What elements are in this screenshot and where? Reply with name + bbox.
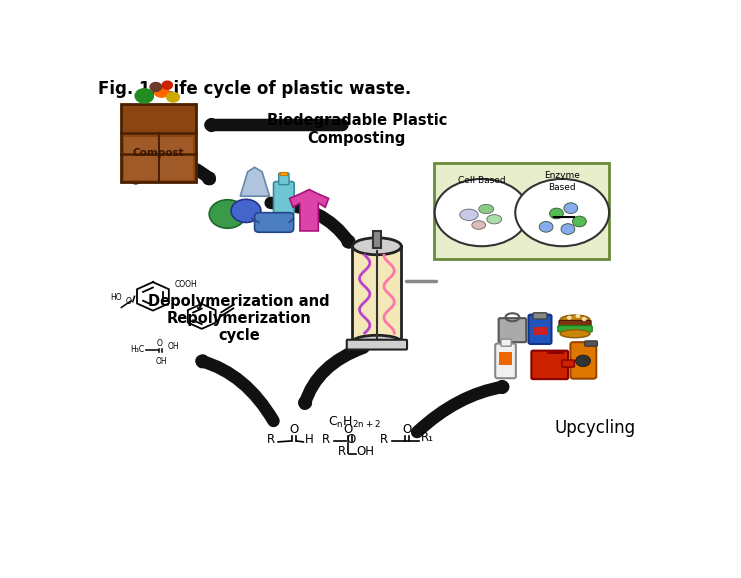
- Ellipse shape: [487, 214, 502, 224]
- FancyBboxPatch shape: [280, 172, 288, 175]
- Text: R: R: [380, 433, 388, 446]
- Ellipse shape: [353, 238, 402, 255]
- Ellipse shape: [353, 335, 402, 349]
- Text: OH: OH: [357, 445, 375, 458]
- FancyBboxPatch shape: [571, 342, 597, 379]
- Circle shape: [231, 199, 261, 223]
- Text: Upcycling: Upcycling: [554, 418, 636, 436]
- Text: Enzyme: Enzyme: [544, 171, 580, 180]
- Text: O: O: [289, 423, 298, 436]
- Text: Cell Based: Cell Based: [458, 176, 505, 184]
- Circle shape: [209, 200, 246, 228]
- Circle shape: [550, 208, 563, 219]
- Text: Depolymerization and
Repolymerization
cycle: Depolymerization and Repolymerization cy…: [148, 294, 330, 343]
- Circle shape: [162, 81, 173, 89]
- Circle shape: [564, 203, 578, 213]
- Circle shape: [568, 316, 571, 319]
- FancyBboxPatch shape: [495, 343, 516, 378]
- Text: O: O: [402, 423, 411, 436]
- Text: Biodegradable Plastic
Composting: Biodegradable Plastic Composting: [267, 113, 447, 146]
- Ellipse shape: [459, 209, 478, 220]
- Ellipse shape: [435, 179, 528, 246]
- FancyBboxPatch shape: [353, 246, 402, 342]
- Text: Compost: Compost: [133, 148, 185, 158]
- FancyBboxPatch shape: [533, 313, 547, 319]
- Circle shape: [150, 83, 162, 91]
- Text: R: R: [267, 433, 275, 446]
- FancyBboxPatch shape: [559, 320, 591, 328]
- Circle shape: [539, 221, 553, 232]
- Circle shape: [573, 216, 586, 227]
- Ellipse shape: [560, 315, 590, 325]
- FancyBboxPatch shape: [531, 351, 568, 379]
- FancyBboxPatch shape: [255, 213, 293, 232]
- Ellipse shape: [472, 221, 485, 229]
- Circle shape: [154, 86, 169, 97]
- Circle shape: [561, 224, 575, 235]
- Text: R: R: [339, 445, 347, 458]
- Text: OH: OH: [156, 357, 167, 366]
- Text: O: O: [347, 433, 356, 446]
- FancyBboxPatch shape: [124, 136, 193, 180]
- Text: H: H: [305, 433, 313, 446]
- FancyBboxPatch shape: [499, 318, 526, 342]
- FancyBboxPatch shape: [501, 339, 511, 346]
- Text: HO: HO: [110, 293, 122, 302]
- Circle shape: [135, 88, 153, 103]
- Text: Based: Based: [548, 183, 576, 192]
- Text: Fig. 1: Life cycle of plastic waste.: Fig. 1: Life cycle of plastic waste.: [99, 80, 411, 98]
- FancyBboxPatch shape: [558, 326, 592, 332]
- Circle shape: [576, 314, 579, 317]
- FancyBboxPatch shape: [434, 163, 609, 258]
- FancyBboxPatch shape: [122, 104, 196, 181]
- Circle shape: [576, 355, 591, 366]
- Polygon shape: [240, 167, 270, 196]
- FancyBboxPatch shape: [279, 173, 289, 184]
- Text: O: O: [344, 423, 353, 436]
- FancyBboxPatch shape: [562, 360, 574, 367]
- Text: OH: OH: [167, 342, 179, 351]
- Ellipse shape: [479, 205, 494, 214]
- FancyBboxPatch shape: [347, 340, 407, 350]
- Text: R: R: [322, 433, 330, 446]
- Polygon shape: [290, 190, 329, 231]
- Text: O: O: [125, 297, 131, 306]
- FancyBboxPatch shape: [585, 341, 597, 346]
- Text: COOH: COOH: [175, 280, 198, 288]
- Text: H₃C: H₃C: [130, 345, 144, 354]
- Ellipse shape: [560, 329, 590, 338]
- FancyBboxPatch shape: [373, 231, 381, 249]
- FancyBboxPatch shape: [499, 352, 513, 365]
- Circle shape: [582, 318, 586, 320]
- Text: $\mathregular{C_nH_{2n+2}}$: $\mathregular{C_nH_{2n+2}}$: [328, 415, 380, 430]
- Text: R₁: R₁: [421, 431, 434, 444]
- FancyBboxPatch shape: [273, 181, 294, 215]
- FancyBboxPatch shape: [533, 327, 547, 335]
- Circle shape: [167, 92, 179, 102]
- FancyBboxPatch shape: [528, 314, 551, 344]
- Ellipse shape: [515, 179, 609, 246]
- Text: O: O: [156, 339, 162, 348]
